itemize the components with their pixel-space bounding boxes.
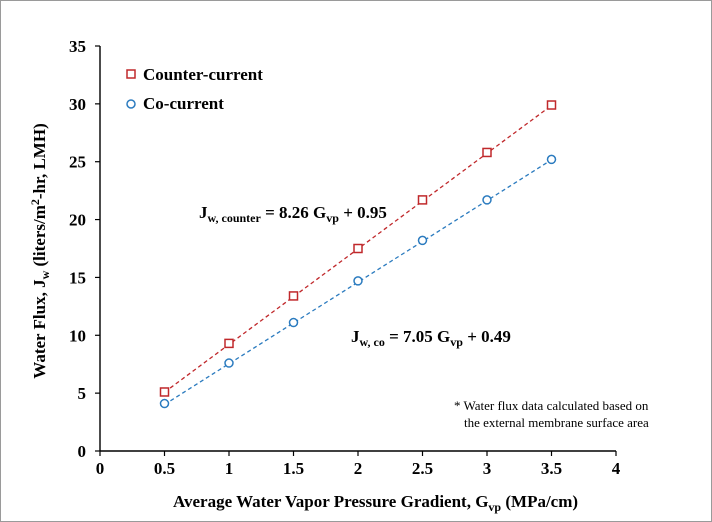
data-point-counter-current: [353, 243, 363, 254]
x-tick-label: 3.5: [541, 459, 562, 478]
data-point-co-current: [353, 276, 363, 286]
x-axis-label: Average Water Vapor Pressure Gradient, G…: [173, 492, 578, 514]
y-tick-label: 15: [69, 268, 86, 287]
data-point-counter-current: [482, 147, 492, 158]
y-tick-label: 10: [69, 326, 86, 345]
data-point-counter-current: [417, 195, 428, 205]
x-tick-label: 2.5: [412, 459, 433, 478]
legend-label-co-current: Co-current: [143, 94, 224, 113]
data-point-co-current: [224, 358, 234, 368]
data-point-co-current: [546, 154, 557, 165]
data-markers: [159, 100, 557, 409]
y-tick-label: 35: [69, 37, 86, 56]
legend-marker-co-current: [126, 99, 136, 109]
y-tick-label: 0: [78, 442, 87, 461]
y-tick-label: 30: [69, 95, 86, 114]
legend-marker-counter-current: [126, 69, 136, 79]
tick-group: 0 0.5 1 1.5 2 2.5 3 3.5 4 0 5 10 15 20 25 30 35: [69, 37, 621, 478]
data-point-co-current: [417, 235, 428, 246]
x-tick-label: 1.5: [283, 459, 304, 478]
y-tick-label: 20: [69, 211, 86, 230]
legend: Counter-current Co-current: [126, 65, 263, 113]
x-tick-label: 3: [483, 459, 492, 478]
counter-equation: Jw, counter = 8.26 Gvp + 0.95: [199, 203, 387, 225]
x-tick-label: 2: [354, 459, 363, 478]
co-equation: Jw, co = 7.05 Gvp + 0.49: [351, 327, 511, 349]
footnote-line-2: the external membrane surface area: [464, 415, 649, 430]
x-tick-label: 4: [612, 459, 621, 478]
footnote-line-1: * Water flux data calculated based on: [454, 398, 649, 413]
x-tick-label: 0: [96, 459, 105, 478]
data-point-co-current: [159, 398, 170, 409]
x-tick-label: 1: [225, 459, 234, 478]
data-point-counter-current: [288, 291, 299, 301]
y-axis-label: Water Flux, Jw (liters/m2-hr, LMH): [28, 123, 52, 378]
data-point-co-current: [482, 195, 492, 205]
data-point-counter-current: [224, 338, 234, 349]
y-tick-label: 25: [69, 153, 86, 172]
x-tick-label: 0.5: [154, 459, 175, 478]
fit-lines: [164, 104, 552, 406]
data-point-co-current: [288, 317, 299, 328]
data-point-counter-current: [159, 387, 170, 397]
data-point-counter-current: [546, 100, 557, 110]
legend-label-counter-current: Counter-current: [143, 65, 263, 84]
y-tick-label: 5: [78, 384, 87, 403]
